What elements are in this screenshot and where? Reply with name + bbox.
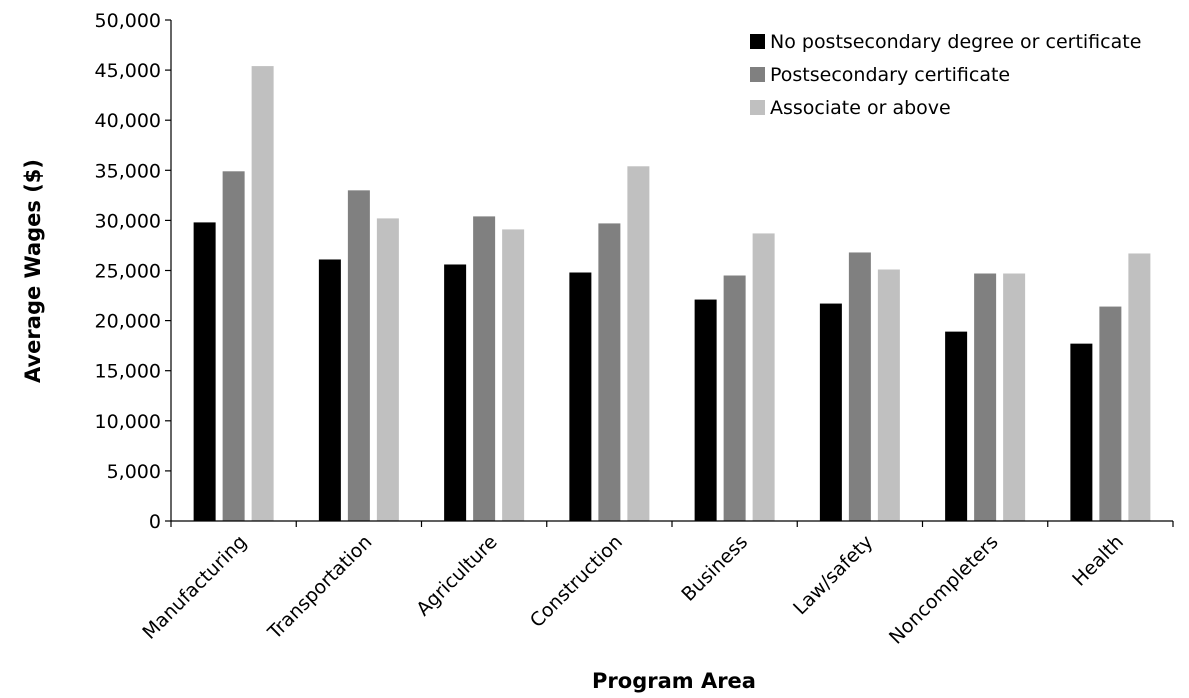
y-tick-label: 45,000 xyxy=(95,60,161,82)
bar-agriculture-series-1 xyxy=(444,264,467,521)
bar-law-safety-series-2 xyxy=(848,252,871,522)
bar-health-series-1 xyxy=(1070,343,1093,521)
legend: No postsecondary degree or certificate Po… xyxy=(750,31,1141,119)
bar-business-series-1 xyxy=(694,299,717,521)
y-tick-label: 50,000 xyxy=(95,10,161,32)
bar-law-safety-series-1 xyxy=(819,303,842,521)
bar-agriculture-series-2 xyxy=(473,216,496,521)
y-tick-label: 5,000 xyxy=(107,461,161,483)
y-tick-label: 10,000 xyxy=(95,411,161,433)
y-axis-title: Average Wages ($) xyxy=(21,159,45,383)
y-tick-label: 15,000 xyxy=(95,361,161,383)
x-tick-label: Noncompleters xyxy=(885,531,1003,649)
y-tick-label: 30,000 xyxy=(95,210,161,232)
x-tick-label: Law/safety xyxy=(789,531,877,619)
x-axis-title: Program Area xyxy=(592,669,756,693)
x-tick-label: Business xyxy=(677,531,752,606)
bar-transportation-series-3 xyxy=(376,218,399,521)
bar-noncompleters-series-2 xyxy=(974,273,997,521)
bar-agriculture-series-3 xyxy=(502,229,525,521)
y-tick-label: 20,000 xyxy=(95,311,161,333)
bar-business-series-2 xyxy=(723,275,746,521)
bar-construction-series-3 xyxy=(627,166,650,522)
x-ticks: Manufacturing Transportation Agriculture Co… xyxy=(138,521,1174,649)
y-tick-label: 0 xyxy=(149,511,161,533)
bar-manufacturing-series-1 xyxy=(193,222,216,522)
bar-health-series-3 xyxy=(1128,253,1151,521)
legend-label: Associate or above xyxy=(770,97,951,119)
legend-label: Postsecondary certificate xyxy=(770,64,1010,86)
bar-noncompleters-series-1 xyxy=(945,331,968,521)
legend-swatch xyxy=(750,100,765,115)
x-tick-label: Manufacturing xyxy=(138,531,251,644)
x-tick-label: Agriculture xyxy=(412,531,501,620)
bars-layer xyxy=(193,66,1151,522)
x-tick-label: Construction xyxy=(526,531,627,632)
bar-transportation-series-1 xyxy=(318,259,341,521)
y-tick-label: 25,000 xyxy=(95,261,161,283)
x-tick-label: Health xyxy=(1068,531,1128,591)
bar-manufacturing-series-2 xyxy=(222,171,245,521)
bar-law-safety-series-3 xyxy=(877,269,900,521)
x-tick-label: Transportation xyxy=(263,531,376,644)
legend-swatch xyxy=(750,67,765,82)
legend-swatch xyxy=(750,34,765,49)
bar-transportation-series-2 xyxy=(347,190,370,521)
bar-construction-series-2 xyxy=(598,223,621,521)
bar-business-series-3 xyxy=(752,233,775,521)
y-ticks: 0 5,000 10,000 15,000 20,000 25,000 30,000 35,0… xyxy=(95,10,171,533)
bar-manufacturing-series-3 xyxy=(251,66,274,521)
bar-health-series-2 xyxy=(1099,306,1122,521)
bar-noncompleters-series-3 xyxy=(1003,273,1026,521)
bar-construction-series-1 xyxy=(569,272,592,521)
y-tick-label: 35,000 xyxy=(95,160,161,182)
y-tick-label: 40,000 xyxy=(95,110,161,132)
legend-label: No postsecondary degree or certificate xyxy=(770,31,1141,53)
